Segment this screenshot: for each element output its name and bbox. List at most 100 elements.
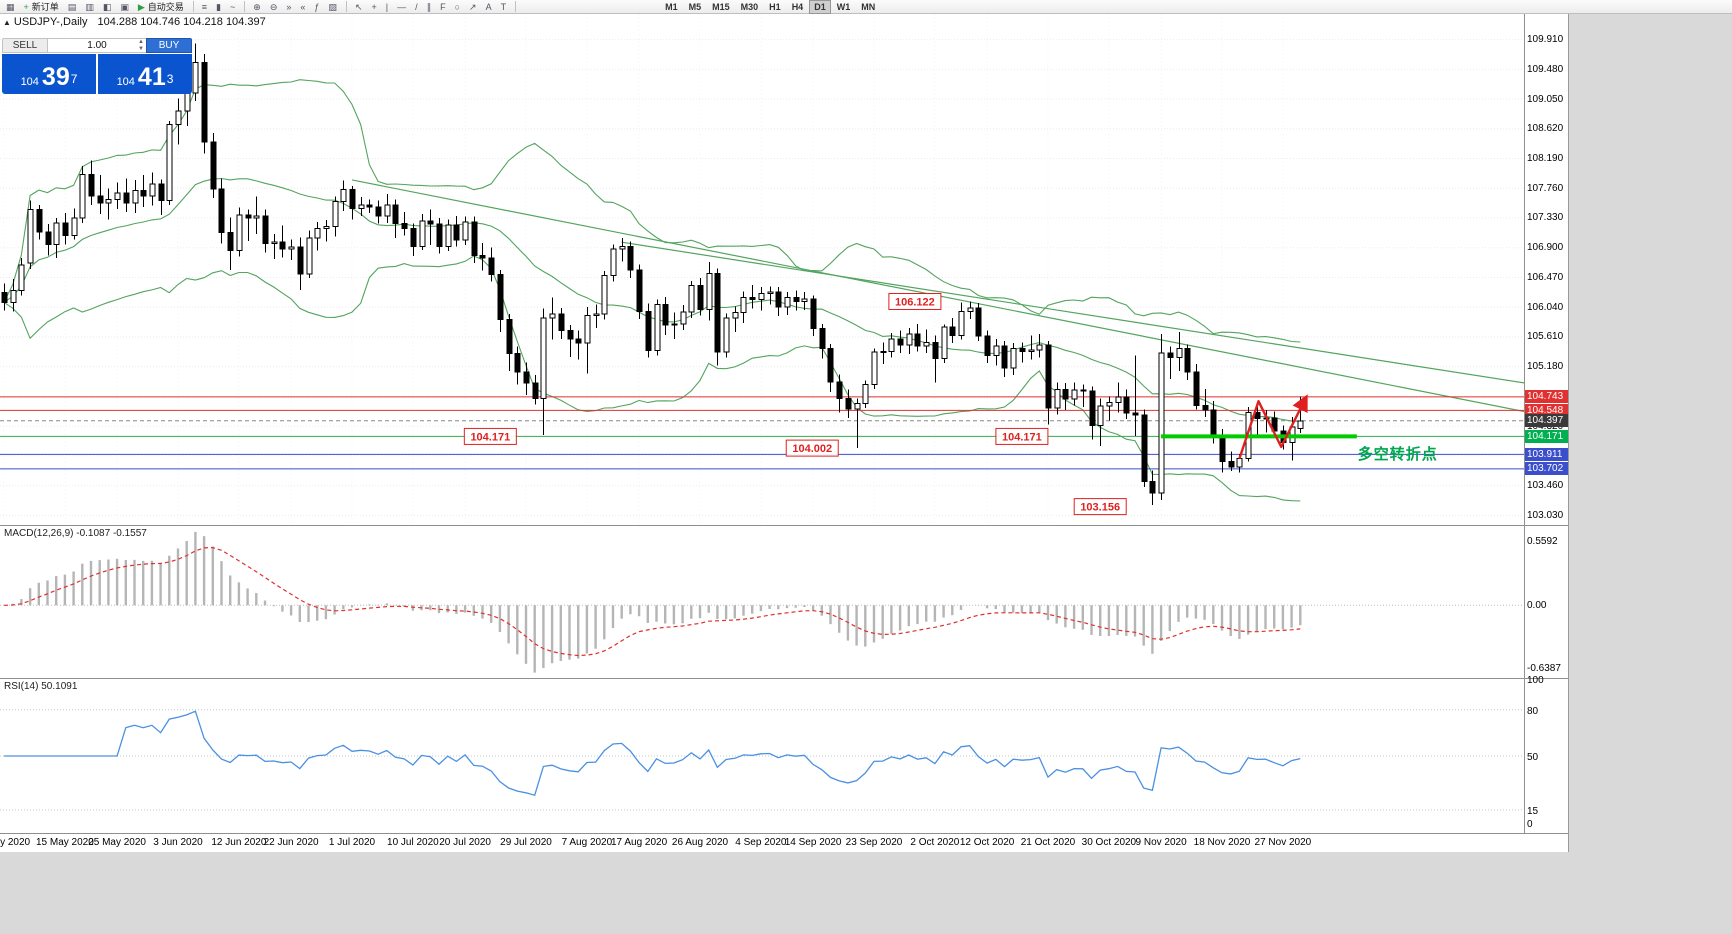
time-tick: 17 Aug 2020 (611, 837, 668, 848)
candle (245, 214, 252, 219)
pivot-annotation[interactable]: 多空转折点 (1357, 445, 1438, 463)
candlestick-chart-icon: ▮ (216, 1, 222, 12)
candle (18, 264, 25, 292)
candle (619, 245, 626, 250)
candle (941, 326, 948, 359)
horizontal-line-icon[interactable]: — (393, 0, 410, 14)
lot-size-field[interactable]: 1.00 ▲ ▼ (48, 38, 146, 53)
candle (132, 189, 139, 204)
timeframe-h1[interactable]: H1 (769, 1, 781, 12)
candle (271, 241, 278, 245)
price-callout[interactable]: 106.122 (888, 293, 942, 311)
data-window-icon[interactable]: ▥ (81, 0, 98, 14)
lot-spinner[interactable]: ▲ ▼ (138, 39, 144, 53)
indicators-icon[interactable]: ƒ (310, 0, 323, 14)
templates-icon[interactable]: ▨ (324, 0, 341, 14)
price-tick: 109.050 (1527, 93, 1564, 105)
timeframe-h4[interactable]: H4 (791, 1, 804, 12)
price-callout[interactable]: 104.002 (785, 439, 839, 457)
navigator-icon[interactable]: ◧ (99, 0, 116, 14)
svg-text:104.171: 104.171 (470, 431, 510, 443)
time-tick: 25 May 2020 (88, 837, 146, 848)
timeframe-m30[interactable]: M30 (740, 1, 759, 12)
shapes-icon: ○ (454, 1, 461, 12)
trendline[interactable] (621, 241, 1535, 384)
candle (427, 220, 434, 225)
candle (1219, 435, 1226, 462)
sell-price-button[interactable]: 104 39 7 (2, 54, 96, 94)
candle (410, 227, 417, 247)
shapes-icon[interactable]: ○ (451, 0, 464, 14)
autotrading-button[interactable]: ▶ 自动交易 (134, 0, 188, 14)
candle (166, 124, 173, 202)
market-watch-icon[interactable]: ▤ (64, 0, 81, 14)
sell-button[interactable]: SELL (2, 38, 48, 53)
price-tick: 108.190 (1527, 153, 1564, 165)
bar-chart-icon[interactable]: ≡ (198, 0, 211, 14)
new-order-button[interactable]: + 新订单 (20, 0, 63, 14)
candle (784, 297, 791, 308)
time-tick: 27 Nov 2020 (1254, 837, 1312, 848)
time-tick: 4 Sep 2020 (735, 837, 787, 848)
text-icon[interactable]: A (482, 0, 496, 14)
new-chart-icon[interactable]: ▦ (2, 0, 19, 14)
terminal-icon: ▣ (120, 1, 129, 12)
fibonacci-icon[interactable]: F (436, 0, 450, 14)
timeframe-d1[interactable]: D1 (809, 0, 831, 14)
candle (1036, 344, 1043, 351)
zoom-out-icon[interactable]: ⊖ (266, 0, 282, 14)
price-callout[interactable]: 104.171 (463, 427, 517, 445)
channel-icon: ∥ (426, 1, 432, 12)
candle (1167, 352, 1174, 359)
candle (1106, 402, 1113, 407)
zigzag-arrow[interactable] (1238, 394, 1308, 459)
timeframe-m15[interactable]: M15 (712, 1, 730, 12)
timeframe-mn[interactable]: MN (861, 1, 876, 12)
text-label-icon[interactable]: T (497, 0, 511, 14)
buy-price-button[interactable]: 104 41 3 (98, 54, 192, 94)
lot-down-icon[interactable]: ▼ (138, 46, 144, 52)
terminal-icon[interactable]: ▣ (116, 0, 133, 14)
price-axis[interactable]: 109.910 109.480 109.050 108.620 108.190 107.7… (1525, 14, 1568, 834)
candle (654, 303, 661, 352)
candle (262, 215, 269, 245)
price-tag: 104.743 (1525, 390, 1568, 404)
candle (1123, 396, 1130, 414)
candlestick-chart-icon[interactable]: ▮ (212, 0, 225, 14)
candle (827, 348, 834, 383)
ohlc-readout: 104.288 104.746 104.218 104.397 (97, 16, 266, 28)
line-chart-icon[interactable]: ~ (226, 0, 239, 14)
time-tick: 7 Aug 2020 (561, 837, 613, 848)
arrows-icon[interactable]: ↗ (465, 0, 481, 14)
cursor-icon: ↖ (354, 1, 363, 12)
candle (740, 297, 747, 314)
new-order-button-label: 新订单 (31, 1, 59, 12)
sell-price-big: 39 (41, 63, 70, 91)
trendline[interactable] (351, 179, 1535, 414)
candle (767, 291, 774, 294)
timeframe-m1[interactable]: M1 (665, 1, 678, 12)
cursor-icon[interactable]: ↖ (351, 0, 367, 14)
lot-up-icon[interactable]: ▲ (138, 39, 144, 45)
price-tick: 106.040 (1527, 301, 1564, 313)
channel-icon[interactable]: ∥ (423, 0, 436, 14)
buy-button[interactable]: BUY (146, 38, 192, 53)
candle (540, 317, 547, 399)
price-callout[interactable]: 104.171 (995, 427, 1049, 445)
zoom-in-icon[interactable]: ⊕ (249, 0, 265, 14)
chart-shift-icon[interactable]: « (296, 0, 309, 14)
candle (375, 206, 382, 217)
vertical-line-icon[interactable]: | (382, 0, 392, 14)
price-tick: 106.470 (1527, 271, 1564, 283)
crosshair-icon[interactable]: + (367, 0, 380, 14)
price-callout[interactable]: 103.156 (1073, 498, 1127, 516)
timeframe-m5[interactable]: M5 (688, 1, 702, 12)
auto-scroll-icon[interactable]: » (282, 0, 295, 14)
chart-canvas[interactable]: 104.171 104.002 106.122 104.171 103.156 (0, 14, 1568, 852)
timeframe-w1[interactable]: W1 (836, 1, 851, 12)
trendline-icon[interactable]: / (411, 0, 422, 14)
candle (593, 313, 600, 316)
autotrading-button: ▶ (137, 1, 145, 12)
candle (479, 254, 486, 259)
